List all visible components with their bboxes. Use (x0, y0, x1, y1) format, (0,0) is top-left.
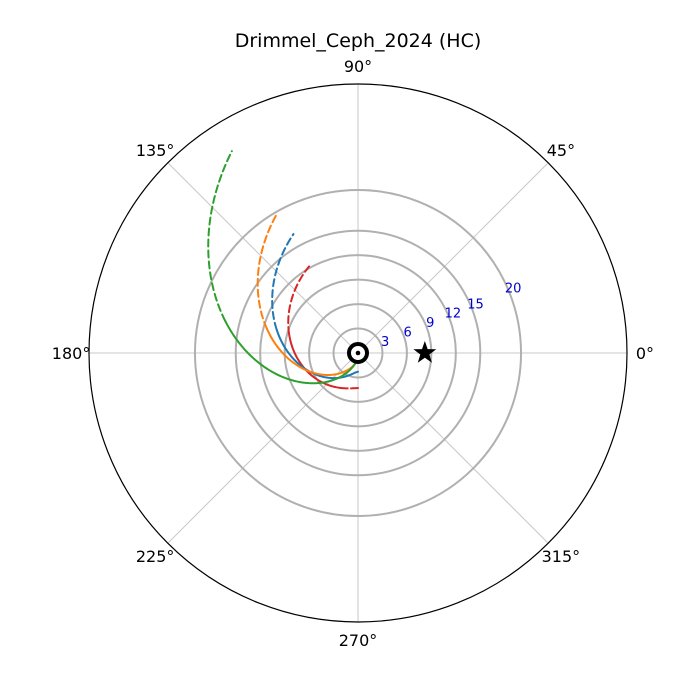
radial-tick-label-6: 6 (404, 325, 412, 340)
series-3-dashed-end (207, 150, 233, 322)
angle-gridline-45 (357, 162, 549, 354)
chart-title: Drimmel_Ceph_2024 (HC) (235, 30, 482, 52)
series-0-solid (288, 333, 349, 390)
radial-gridline-15 (234, 229, 482, 477)
angle-tick-label-180: 180° (52, 344, 91, 363)
angle-gridline-315 (357, 352, 549, 544)
radial-gridline-20 (193, 188, 523, 518)
sun-dot (355, 350, 361, 356)
galactic-center-star (413, 341, 437, 363)
angle-tick-label-135: 135° (136, 141, 175, 160)
radial-tick-label-3: 3 (381, 335, 389, 350)
series-0-dashed-end (287, 265, 311, 336)
radial-tick-label-20: 20 (505, 282, 522, 297)
series-2-dashed-end (256, 212, 279, 330)
angle-tick-label-45: 45° (547, 141, 575, 160)
data-series (207, 150, 359, 390)
series-3-solid (224, 320, 357, 385)
radial-tick-label-15: 15 (467, 297, 484, 312)
angle-tick-label-315: 315° (542, 547, 581, 566)
angle-tick-label-225: 225° (136, 547, 175, 566)
tick-labels: 0° 45° 90° 135° 180° 225° 270° 315° 369 12 15 20 (52, 57, 654, 650)
markers (347, 341, 437, 364)
angle-tick-label-270: 270° (339, 631, 378, 650)
radial-gridline-6 (308, 303, 408, 403)
angle-tick-label-0: 0° (636, 344, 654, 363)
series-1-dashed-end (271, 233, 295, 331)
series-2-solid (265, 328, 356, 376)
radial-tick-label-9: 9 (426, 316, 434, 331)
angle-tick-label-90: 90° (344, 57, 372, 76)
polar-frame (88, 83, 628, 623)
angle-gridline-135 (167, 162, 359, 354)
radial-gridline-3 (332, 327, 384, 379)
series-1-dashed-start (351, 370, 359, 375)
radial-tick-label-12: 12 (445, 307, 462, 322)
radial-gridline-12 (259, 254, 457, 452)
series-1-solid (275, 329, 353, 380)
